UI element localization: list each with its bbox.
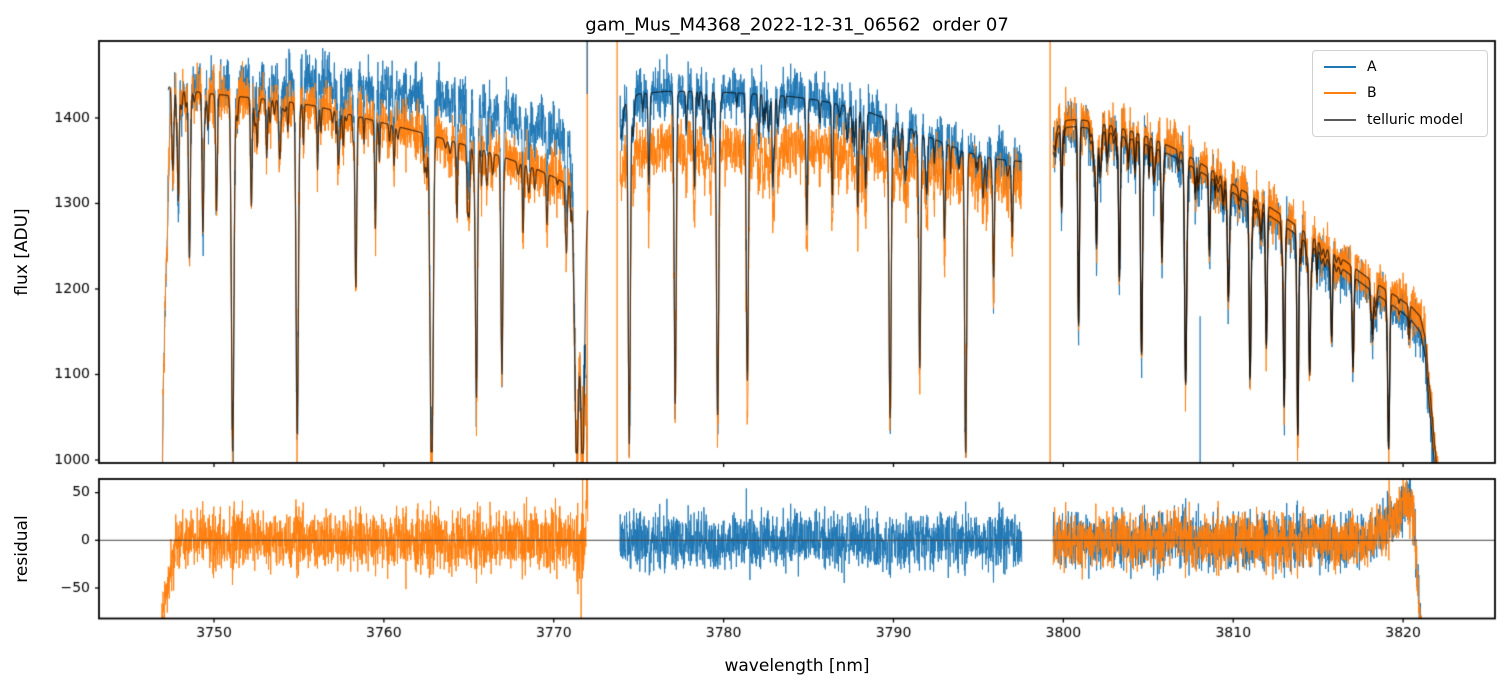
- legend-label-a: A: [1367, 59, 1377, 76]
- residual-axis-label: residual: [12, 515, 32, 583]
- legend-item-telluric-model: telluric model: [1313, 107, 1487, 133]
- legend-line-b-icon: [1324, 92, 1356, 95]
- plot-title: gam_Mus_M4368_2022-12-31_06562 order 07: [585, 14, 1009, 36]
- legend: A B telluric model: [1312, 50, 1488, 137]
- wavelength-axis-label: wavelength [nm]: [724, 656, 870, 676]
- legend-item-b: B: [1313, 80, 1487, 106]
- legend-label-b: B: [1367, 85, 1377, 102]
- legend-line-a-icon: [1324, 66, 1356, 69]
- flux-axis-label: flux [ADU]: [12, 208, 32, 296]
- legend-item-a: A: [1313, 54, 1487, 80]
- legend-line-telluric-model-icon: [1324, 118, 1356, 121]
- legend-label-telluric-model: telluric model: [1367, 111, 1464, 128]
